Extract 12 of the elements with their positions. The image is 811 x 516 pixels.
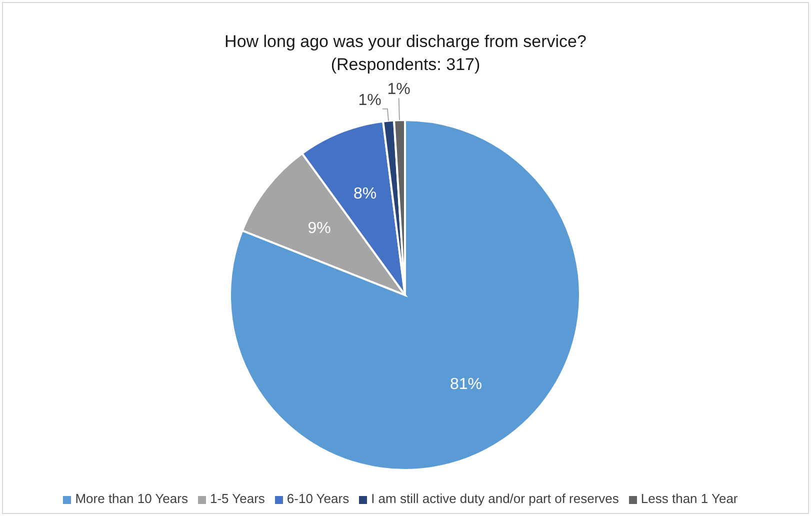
legend-label: 1-5 Years [210,491,265,506]
data-label: 81% [450,376,482,394]
legend-label: More than 10 Years [75,491,188,506]
legend-label: I am still active duty and/or part of reserves [371,491,619,506]
legend-label: 6-10 Years [286,491,350,506]
data-label: 8% [353,186,377,203]
legend-label: Less than 1 Year [640,491,738,506]
pie-slice [229,119,581,471]
data-label: 1% [387,81,410,98]
data-label: 1% [358,92,382,109]
chart-title: How long ago was your discharge from service? (Respondents: 317) [224,31,588,76]
data-label: 9% [308,220,331,237]
